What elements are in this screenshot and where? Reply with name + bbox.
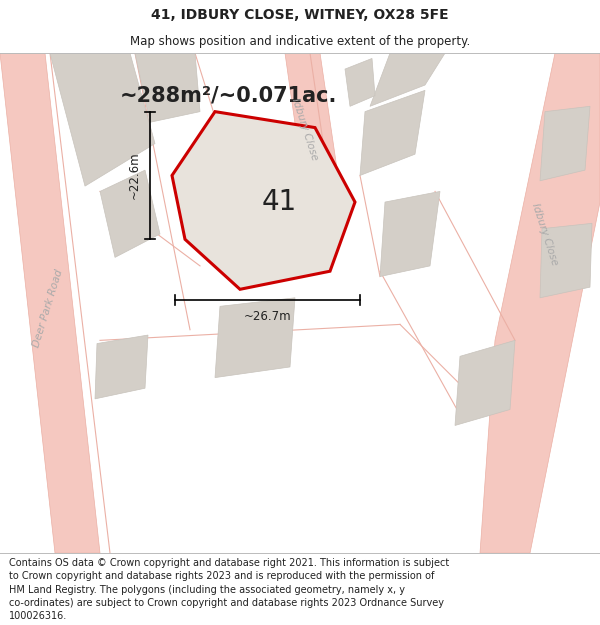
Polygon shape [215, 298, 295, 378]
Polygon shape [540, 106, 590, 181]
Polygon shape [480, 53, 600, 553]
Text: 100026316.: 100026316. [9, 611, 67, 621]
Text: Deer Park Road: Deer Park Road [31, 268, 65, 349]
Polygon shape [370, 53, 445, 106]
Polygon shape [0, 53, 100, 553]
Polygon shape [380, 191, 440, 276]
Text: ~288m²/~0.071ac.: ~288m²/~0.071ac. [120, 86, 337, 106]
Polygon shape [345, 59, 375, 106]
Text: 41: 41 [261, 188, 296, 216]
Polygon shape [172, 112, 355, 289]
Polygon shape [135, 53, 200, 122]
Polygon shape [50, 53, 155, 186]
Polygon shape [285, 53, 345, 229]
Polygon shape [540, 223, 592, 298]
Polygon shape [100, 170, 160, 258]
Text: HM Land Registry. The polygons (including the associated geometry, namely x, y: HM Land Registry. The polygons (includin… [9, 585, 405, 595]
Text: co-ordinates) are subject to Crown copyright and database rights 2023 Ordnance S: co-ordinates) are subject to Crown copyr… [9, 598, 444, 608]
Text: 41, IDBURY CLOSE, WITNEY, OX28 5FE: 41, IDBURY CLOSE, WITNEY, OX28 5FE [151, 8, 449, 22]
Polygon shape [95, 335, 148, 399]
Text: ~22.6m: ~22.6m [128, 152, 140, 199]
Text: Idbury Close: Idbury Close [530, 202, 560, 266]
Text: to Crown copyright and database rights 2023 and is reproduced with the permissio: to Crown copyright and database rights 2… [9, 571, 434, 581]
Text: Map shows position and indicative extent of the property.: Map shows position and indicative extent… [130, 35, 470, 48]
Text: Idbury Close: Idbury Close [290, 98, 320, 162]
Polygon shape [455, 341, 515, 426]
Text: ~26.7m: ~26.7m [244, 311, 292, 324]
Text: Contains OS data © Crown copyright and database right 2021. This information is : Contains OS data © Crown copyright and d… [9, 558, 449, 568]
Polygon shape [360, 91, 425, 176]
